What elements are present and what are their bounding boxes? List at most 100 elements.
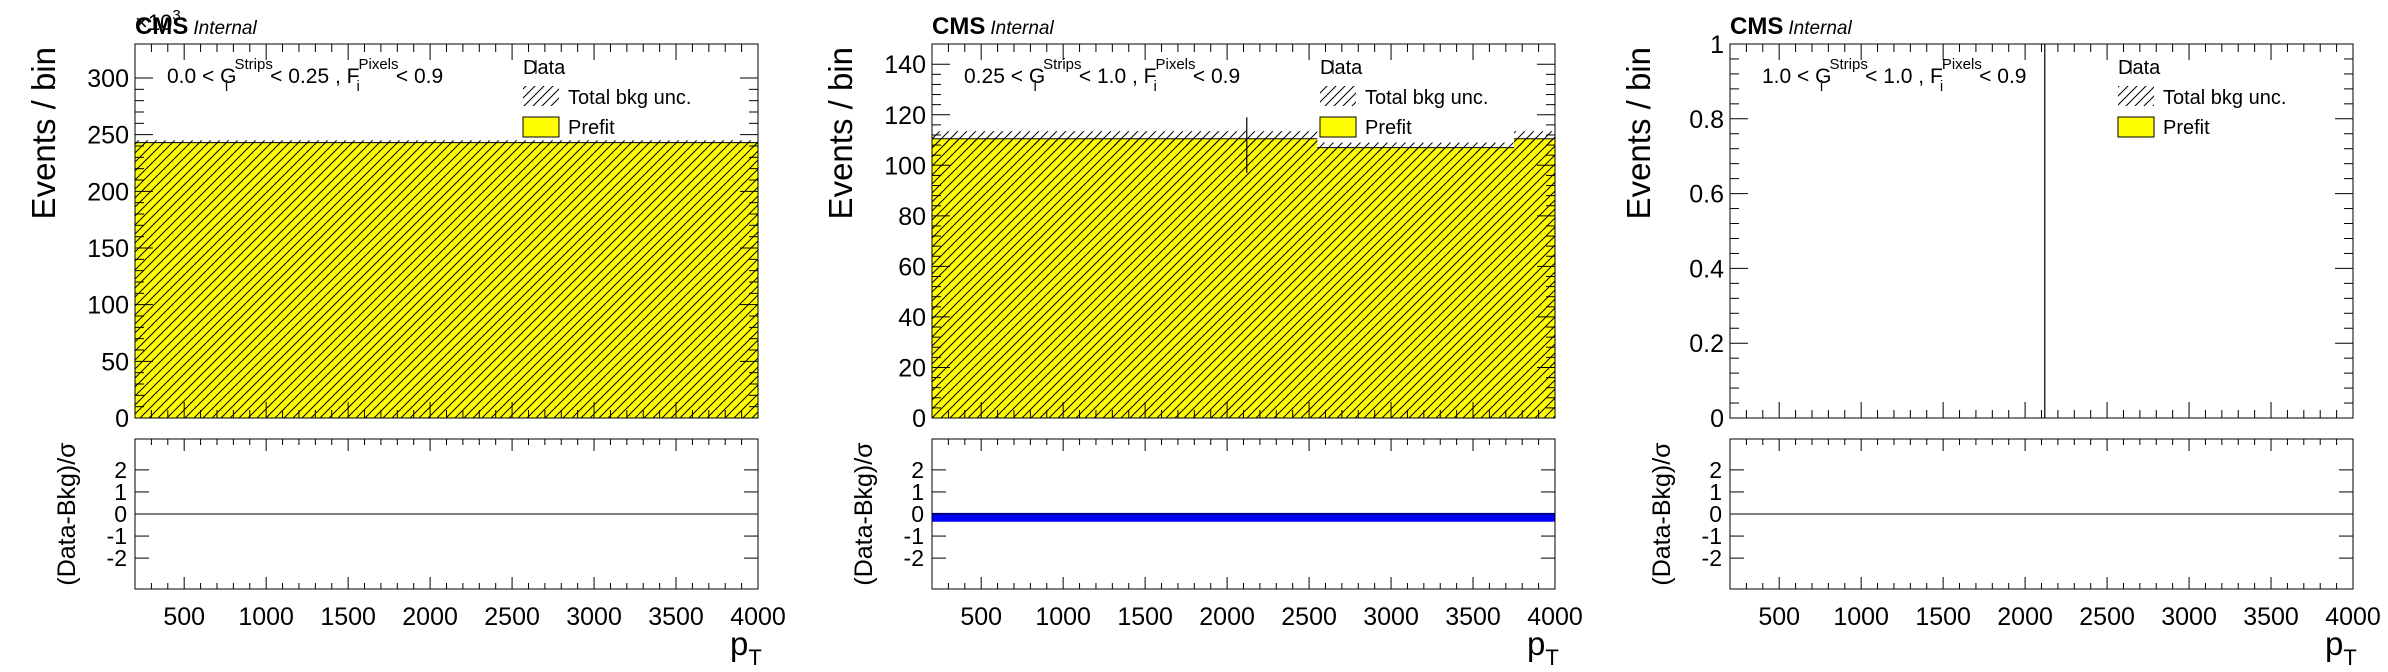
legend-unc-swatch	[2118, 86, 2154, 106]
ytick-label-5: 80	[898, 203, 926, 231]
ytick-label-8: 140	[884, 51, 926, 79]
cms-text: CMS	[1730, 13, 1783, 40]
sel-lo: 0.0	[167, 65, 196, 88]
ratio-ytick-label-2: -1	[1702, 523, 1722, 549]
ytick-label-7: 120	[884, 102, 926, 130]
sel-f: F	[1144, 65, 1157, 88]
legend-prefit-swatch	[2117, 116, 2155, 138]
sel-g-sub: i	[225, 78, 228, 95]
ratio-y-axis-title: (Data-Bkg)/σ	[53, 442, 81, 586]
legend-unc-swatch	[1320, 86, 1356, 106]
unc-hatch-2	[1317, 147, 1515, 419]
sel-mid: < 1.0	[1865, 65, 1912, 88]
sel-g: G	[1815, 65, 1831, 88]
sel-g: G	[1029, 65, 1045, 88]
legend-unc-label: Total bkg unc.	[568, 87, 691, 109]
ratio-ytick-label-2: -1	[107, 523, 127, 549]
x-axis-title-p: p	[2325, 625, 2343, 662]
y-exponent-label: ×103	[135, 7, 181, 35]
sel-f-sub: i	[1940, 78, 1943, 95]
xtick-label-1: 500	[1758, 603, 1800, 631]
ytick-label-4: 150	[87, 235, 129, 263]
legend-data-label: Data	[523, 57, 566, 79]
ytick-label-5: 0.8	[1689, 106, 1724, 134]
sel-mid: < 0.25	[270, 65, 329, 88]
ytick-label-1: 0	[1710, 405, 1724, 433]
pull-band	[932, 512, 1555, 522]
legend-prefit-label: Prefit	[1365, 117, 1412, 139]
sel-g-sub: i	[1034, 78, 1037, 95]
ratio-y-axis-title: (Data-Bkg)/σ	[850, 442, 878, 586]
xtick-label-4: 2000	[1199, 603, 1255, 631]
ratio-ytick-label-3: 0	[1709, 501, 1722, 527]
sel-mid: < 1.0	[1079, 65, 1126, 88]
ratio-ytick-label-5: 2	[1709, 457, 1722, 483]
xtick-label-2: 1000	[1833, 603, 1889, 631]
xtick-label-2: 1000	[238, 603, 294, 631]
selection-label: 0.25 < GStrips i < 1.0 , FPixels i < 0.9	[964, 56, 1240, 95]
ytick-label-4: 0.6	[1689, 181, 1724, 209]
sel-lo: 0.25	[964, 65, 1005, 88]
selection-label: 1.0 < GStrips i < 1.0 , FPixels i < 0.9	[1762, 56, 2026, 95]
legend-prefit-swatch	[522, 116, 560, 138]
x-axis-title-sub: T	[748, 645, 761, 670]
x-axis-title-sub: T	[1545, 645, 1558, 670]
ratio-ytick-label-2: -1	[904, 523, 924, 549]
xtick-label-3: 1500	[1117, 603, 1173, 631]
main-y-axis-title: Events / bin	[822, 47, 859, 219]
main-y-axis-title: Events / bin	[25, 47, 62, 219]
ratio-ytick-label-4: 1	[911, 479, 924, 505]
xtick-label-6: 3000	[2161, 603, 2217, 631]
sel-f: F	[347, 65, 360, 88]
xtick-label-3: 1500	[320, 603, 376, 631]
ytick-label-4: 60	[898, 253, 926, 281]
ratio-ytick-label-1: -2	[1702, 545, 1722, 571]
legend-prefit-label: Prefit	[568, 117, 615, 139]
ytick-label-5: 200	[87, 178, 129, 206]
selection-label: 0.0 < GStrips i < 0.25 , FPixels i < 0.9	[167, 56, 443, 95]
unc-hatch-3	[1514, 138, 1555, 418]
legend-prefit-label: Prefit	[2163, 117, 2210, 139]
xtick-label-5: 2500	[484, 603, 540, 631]
ratio-ytick-label-5: 2	[114, 457, 127, 483]
sel-f-sup: Pixels	[359, 56, 399, 73]
ratio-ytick-label-1: -2	[107, 545, 127, 571]
x-axis-title-p: p	[730, 625, 748, 662]
unc-hatch-1	[932, 138, 1318, 418]
xtick-label-4: 2000	[402, 603, 458, 631]
xtick-label-3: 1500	[1915, 603, 1971, 631]
ytick-label-2: 0.2	[1689, 330, 1724, 358]
sel-f-sub: i	[1154, 78, 1157, 95]
unc-hatch-1	[135, 142, 513, 418]
internal-text: Internal	[193, 18, 257, 39]
sel-f-sup: Pixels	[1155, 56, 1195, 73]
x-axis-title: pT	[730, 625, 762, 670]
xtick-label-8: 4000	[2325, 603, 2381, 631]
exponent-base: ×10	[135, 10, 172, 35]
xtick-label-8: 4000	[1527, 603, 1583, 631]
internal-text: Internal	[1788, 18, 1852, 39]
legend-data-label: Data	[1320, 57, 1363, 79]
cms-label: CMS Internal	[932, 13, 1054, 40]
xtick-label-5: 2500	[2079, 603, 2135, 631]
cms-text: CMS	[135, 13, 188, 40]
x-axis-title: pT	[2325, 625, 2357, 670]
ytick-label-7: 300	[87, 65, 129, 93]
ytick-label-1: 0	[115, 405, 129, 433]
sel-hi: < 0.9	[1193, 65, 1240, 88]
ytick-label-1: 0	[912, 405, 926, 433]
ratio-ytick-label-3: 0	[114, 501, 127, 527]
xtick-label-7: 3500	[2243, 603, 2299, 631]
sel-f-sup: Pixels	[1942, 56, 1982, 73]
x-axis-title-sub: T	[2343, 645, 2356, 670]
sel-f: F	[1930, 65, 1943, 88]
sel-g: G	[220, 65, 236, 88]
xtick-label-6: 3000	[1363, 603, 1419, 631]
sel-g-sup: Strips	[1043, 56, 1081, 73]
main-y-axis-title: Events / bin	[1620, 47, 1657, 219]
ytick-label-6: 1	[1710, 31, 1724, 59]
exponent-power: 3	[172, 7, 180, 24]
